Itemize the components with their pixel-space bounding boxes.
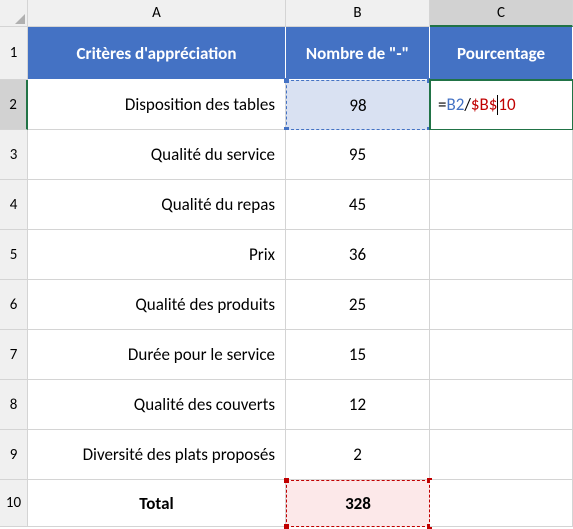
- formula-ref-abs-b: 10: [498, 94, 515, 115]
- row-header-7[interactable]: 7: [0, 330, 28, 380]
- cell-b3[interactable]: 95: [286, 130, 430, 180]
- cell-c8[interactable]: [430, 380, 573, 430]
- cell-value: 328: [345, 493, 371, 514]
- row-header-6[interactable]: 6: [0, 280, 28, 330]
- formula-ref-b2: B2: [446, 94, 464, 115]
- cell-a8[interactable]: Qualité des couverts: [28, 380, 286, 430]
- cell-b5[interactable]: 36: [286, 230, 430, 280]
- cell-b4[interactable]: 45: [286, 180, 430, 230]
- spreadsheet-grid: A B C 1 Critères d'appréciation Nombre d…: [0, 0, 573, 527]
- cell-b6[interactable]: 25: [286, 280, 430, 330]
- cell-c6[interactable]: [430, 280, 573, 330]
- row-header-8[interactable]: 8: [0, 380, 28, 430]
- row-header-2[interactable]: 2: [0, 80, 28, 130]
- col-header-c[interactable]: C: [430, 0, 573, 27]
- col-header-b[interactable]: B: [286, 0, 430, 27]
- row-header-1[interactable]: 1: [0, 27, 28, 80]
- select-all-corner[interactable]: [0, 0, 28, 27]
- col-header-a[interactable]: A: [28, 0, 286, 27]
- cell-c2-editing[interactable]: =B2/$B$10: [430, 80, 573, 130]
- formula-ref-abs-a: $B$: [471, 94, 497, 115]
- header-cell-criteria[interactable]: Critères d'appréciation: [28, 27, 286, 80]
- header-cell-count[interactable]: Nombre de "-": [286, 27, 430, 80]
- row-header-9[interactable]: 9: [0, 430, 28, 480]
- cell-b9[interactable]: 2: [286, 430, 430, 480]
- cell-b7[interactable]: 15: [286, 330, 430, 380]
- cell-a5[interactable]: Prix: [28, 230, 286, 280]
- cell-value: 98: [349, 95, 366, 116]
- cell-b8[interactable]: 12: [286, 380, 430, 430]
- cell-a4[interactable]: Qualité du repas: [28, 180, 286, 230]
- header-cell-percent[interactable]: Pourcentage: [430, 27, 573, 80]
- cell-c10[interactable]: [430, 480, 573, 527]
- cell-a6[interactable]: Qualité des produits: [28, 280, 286, 330]
- row-header-5[interactable]: 5: [0, 230, 28, 280]
- cell-a9[interactable]: Diversité des plats proposés: [28, 430, 286, 480]
- row-header-4[interactable]: 4: [0, 180, 28, 230]
- cell-c4[interactable]: [430, 180, 573, 230]
- cell-c3[interactable]: [430, 130, 573, 180]
- formula-slash: /: [464, 94, 471, 115]
- cell-c9[interactable]: [430, 430, 573, 480]
- cell-b10-total-value[interactable]: 328: [286, 480, 430, 527]
- row-header-10[interactable]: 10: [0, 480, 28, 527]
- row-header-3[interactable]: 3: [0, 130, 28, 180]
- cell-c7[interactable]: [430, 330, 573, 380]
- cell-b2[interactable]: 98: [286, 80, 430, 130]
- cell-c5[interactable]: [430, 230, 573, 280]
- cell-a10-total-label[interactable]: Total: [28, 480, 286, 527]
- cell-a7[interactable]: Durée pour le service: [28, 330, 286, 380]
- cell-a2[interactable]: Disposition des tables: [28, 80, 286, 130]
- formula-equals: =: [438, 94, 446, 115]
- cell-a3[interactable]: Qualité du service: [28, 130, 286, 180]
